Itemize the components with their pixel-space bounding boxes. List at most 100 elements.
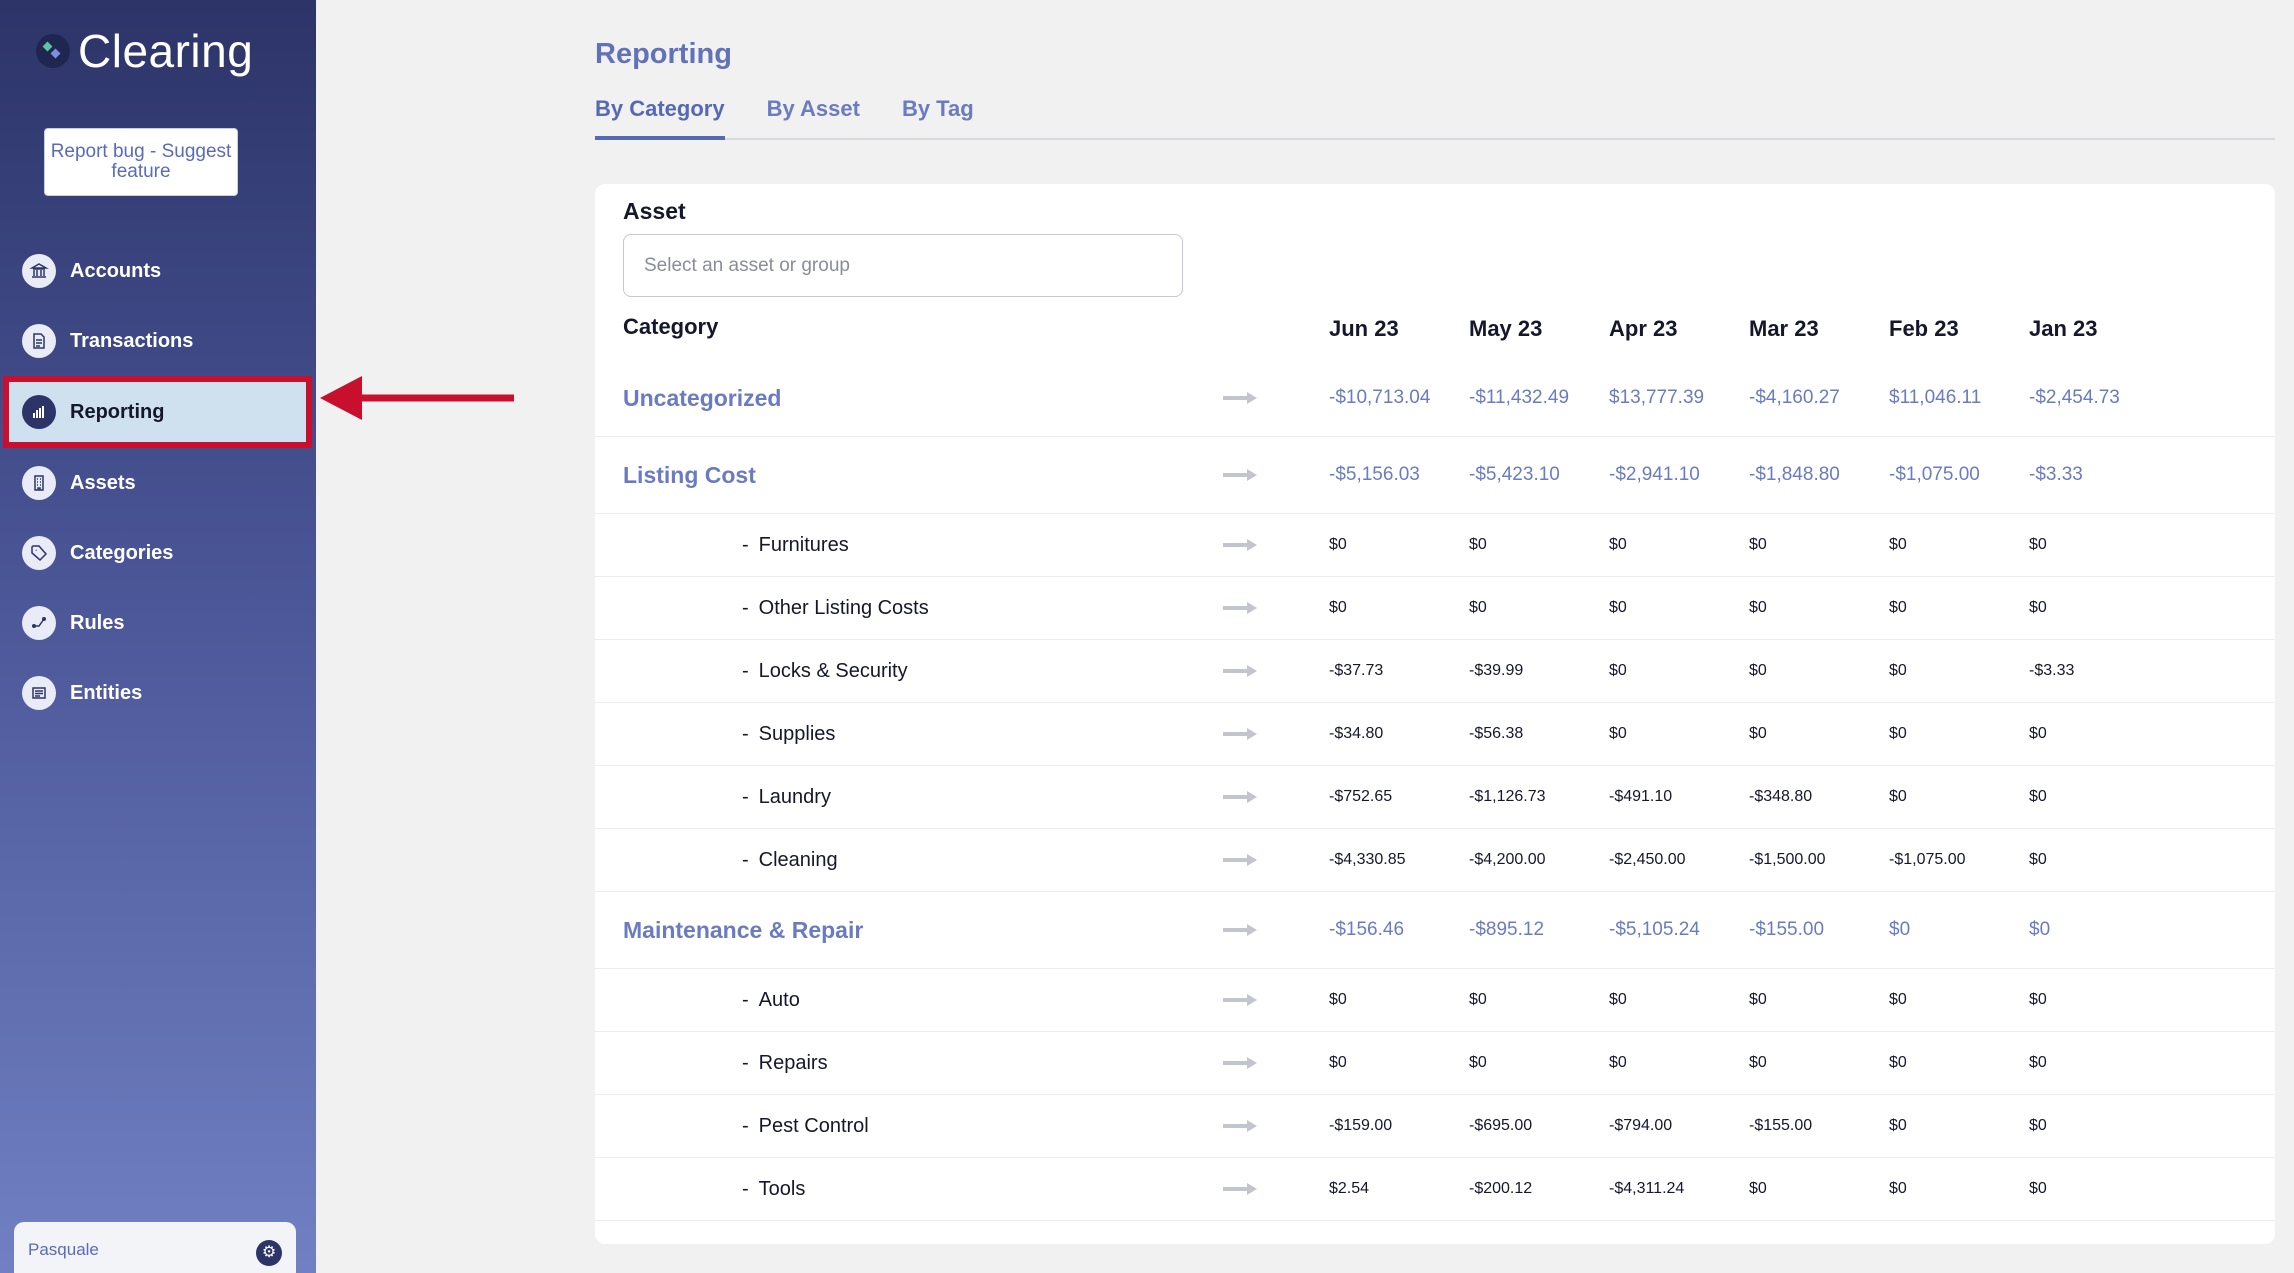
tab-by-asset[interactable]: By Asset (766, 96, 860, 121)
annotation-arrow-icon (320, 376, 514, 420)
sidebar-item-reporting[interactable]: Reporting (3, 376, 312, 448)
arrow-right-icon[interactable] (1223, 390, 1259, 406)
amount-cell: $0 (1889, 599, 1907, 616)
subcategory-row[interactable]: Supplies -$34.80 -$56.38 $0 $0 $0 $0 (595, 703, 2275, 766)
sidebar-item-rules[interactable]: Rules (0, 588, 316, 658)
amount-cell: $0 (1889, 1117, 1907, 1134)
amount-cell: -$159.00 (1329, 1117, 1393, 1134)
amount-cell: $0 (1469, 536, 1487, 553)
amount-cell: -$39.99 (1469, 662, 1524, 679)
page-title: Reporting (595, 38, 732, 70)
subcategory-row[interactable]: Furnitures $0 $0 $0 $0 $0 $0 (595, 514, 2275, 577)
amount-cell: $0 (2029, 788, 2047, 805)
sidebar-item-assets[interactable]: Assets (0, 448, 316, 518)
category-name[interactable]: Maintenance & Repair (623, 916, 864, 943)
user-menu[interactable]: Pasquale ⚙ (14, 1222, 296, 1273)
subcategory-row[interactable]: Locks & Security -$37.73 -$39.99 $0 $0 $0 -$3.… (595, 640, 2275, 703)
amount-cell: $0 (1889, 725, 1907, 742)
subcategory-row[interactable]: Auto $0 $0 $0 $0 $0 $0 (595, 969, 2275, 1032)
arrow-right-icon[interactable] (1223, 789, 1259, 805)
gear-icon[interactable]: ⚙ (256, 1240, 282, 1266)
category-row[interactable]: Listing Cost -$5,156.03 -$5,423.10 -$2,941.… (595, 437, 2275, 514)
bank-icon (22, 254, 56, 288)
arrow-right-icon[interactable] (1223, 467, 1259, 483)
amount-cell: -$2,454.73 (2029, 387, 2120, 408)
arrow-right-icon[interactable] (1223, 537, 1259, 553)
sidebar-item-entities[interactable]: Entities (0, 658, 316, 728)
amount-cell: -$5,423.10 (1469, 464, 1560, 485)
list-icon (22, 676, 56, 710)
subcategory-row[interactable]: Other Listing Costs $0 $0 $0 $0 $0 $0 (595, 577, 2275, 640)
amount-cell: -$155.00 (1749, 919, 1825, 940)
bar-chart-icon (22, 395, 56, 429)
amount-cell: $0 (2029, 1054, 2047, 1071)
month-column-header: Apr 23 (1609, 316, 1678, 341)
amount-cell: $0 (1329, 991, 1347, 1008)
user-name: Pasquale (28, 1240, 99, 1259)
amount-cell: $0 (1609, 991, 1627, 1008)
amount-cell: -$1,075.00 (1889, 464, 1980, 485)
amount-cell: $0 (2029, 851, 2047, 868)
amount-cell: $0 (1749, 991, 1767, 1008)
arrow-right-icon[interactable] (1223, 922, 1259, 938)
arrow-right-icon[interactable] (1223, 1118, 1259, 1134)
sidebar-item-categories[interactable]: Categories (0, 518, 316, 588)
category-name: Cleaning (742, 829, 838, 891)
amount-cell: $0 (2029, 1117, 2047, 1134)
tab-by-tag[interactable]: By Tag (901, 96, 974, 121)
category-name[interactable]: Uncategorized (623, 384, 782, 411)
sidebar-item-label: Reporting (70, 400, 165, 423)
category-column-header: Category (623, 314, 719, 339)
amount-cell: -$56.38 (1469, 725, 1524, 742)
amount-cell: $0 (1609, 536, 1627, 553)
asset-select-input[interactable] (623, 234, 1183, 297)
arrow-right-icon[interactable] (1223, 852, 1259, 868)
arrow-right-icon[interactable] (1223, 1181, 1259, 1197)
arrow-right-icon[interactable] (1223, 992, 1259, 1008)
amount-cell: $0 (1749, 1054, 1767, 1071)
category-row[interactable]: Uncategorized -$10,713.04 -$11,432.49 $13,7… (595, 360, 2275, 437)
amount-cell: $0 (1469, 599, 1487, 616)
sidebar-item-label: Accounts (70, 259, 162, 282)
subcategory-row[interactable]: Laundry -$752.65 -$1,126.73 -$491.10 -$348.8… (595, 766, 2275, 829)
category-name: Other Listing Costs (742, 577, 929, 639)
category-name: Supplies (742, 703, 836, 765)
sidebar-item-label: Rules (70, 611, 125, 634)
table-header: Category Jun 23 May 23 Apr 23 Mar 23 Feb 23 J… (595, 314, 2275, 360)
category-name: Auto (742, 969, 800, 1031)
tab-by-category[interactable]: By Category (595, 96, 725, 140)
amount-cell: -$156.46 (1329, 919, 1405, 940)
amount-cell: $0 (1889, 662, 1907, 679)
amount-cell: -$34.80 (1329, 725, 1384, 742)
subcategory-row[interactable]: Cleaning -$4,330.85 -$4,200.00 -$2,450.00 -$… (595, 829, 2275, 892)
arrow-right-icon[interactable] (1223, 663, 1259, 679)
amount-cell: $0 (1889, 536, 1907, 553)
amount-cell: $11,046.11 (1889, 387, 1982, 408)
sidebar-nav: Accounts Transactions Reporting Assets C… (0, 236, 316, 728)
arrow-right-icon[interactable] (1223, 726, 1259, 742)
category-name: Pest Control (742, 1095, 869, 1157)
month-column-header: Mar 23 (1749, 316, 1819, 341)
subcategory-row[interactable]: Tools $2.54 -$200.12 -$4,311.24 $0 $0 $0 (595, 1158, 2275, 1221)
brand[interactable]: Clearing (36, 24, 253, 78)
sidebar-item-transactions[interactable]: Transactions (0, 306, 316, 376)
category-name[interactable]: Listing Cost (623, 461, 756, 488)
flow-icon (22, 606, 56, 640)
subcategory-row[interactable]: Pest Control -$159.00 -$695.00 -$794.00 -$15… (595, 1095, 2275, 1158)
amount-cell: -$2,450.00 (1609, 851, 1686, 868)
amount-cell: $0 (1329, 536, 1347, 553)
report-bug-button[interactable]: Report bug - Suggest feature (44, 128, 238, 196)
amount-cell: -$4,160.27 (1749, 387, 1840, 408)
arrow-right-icon[interactable] (1223, 600, 1259, 616)
category-row[interactable]: Maintenance & Repair -$156.46 -$895.12 -$5,… (595, 892, 2275, 969)
amount-cell: $0 (1609, 725, 1627, 742)
amount-cell: -$200.12 (1469, 1180, 1533, 1197)
amount-cell: $0 (1749, 662, 1767, 679)
amount-cell: $0 (1329, 1054, 1347, 1071)
amount-cell: -$1,075.00 (1889, 851, 1966, 868)
sidebar-item-accounts[interactable]: Accounts (0, 236, 316, 306)
subcategory-row[interactable]: Repairs $0 $0 $0 $0 $0 $0 (595, 1032, 2275, 1095)
amount-cell: -$1,848.80 (1749, 464, 1840, 485)
arrow-right-icon[interactable] (1223, 1055, 1259, 1071)
amount-cell: $0 (1469, 1054, 1487, 1071)
